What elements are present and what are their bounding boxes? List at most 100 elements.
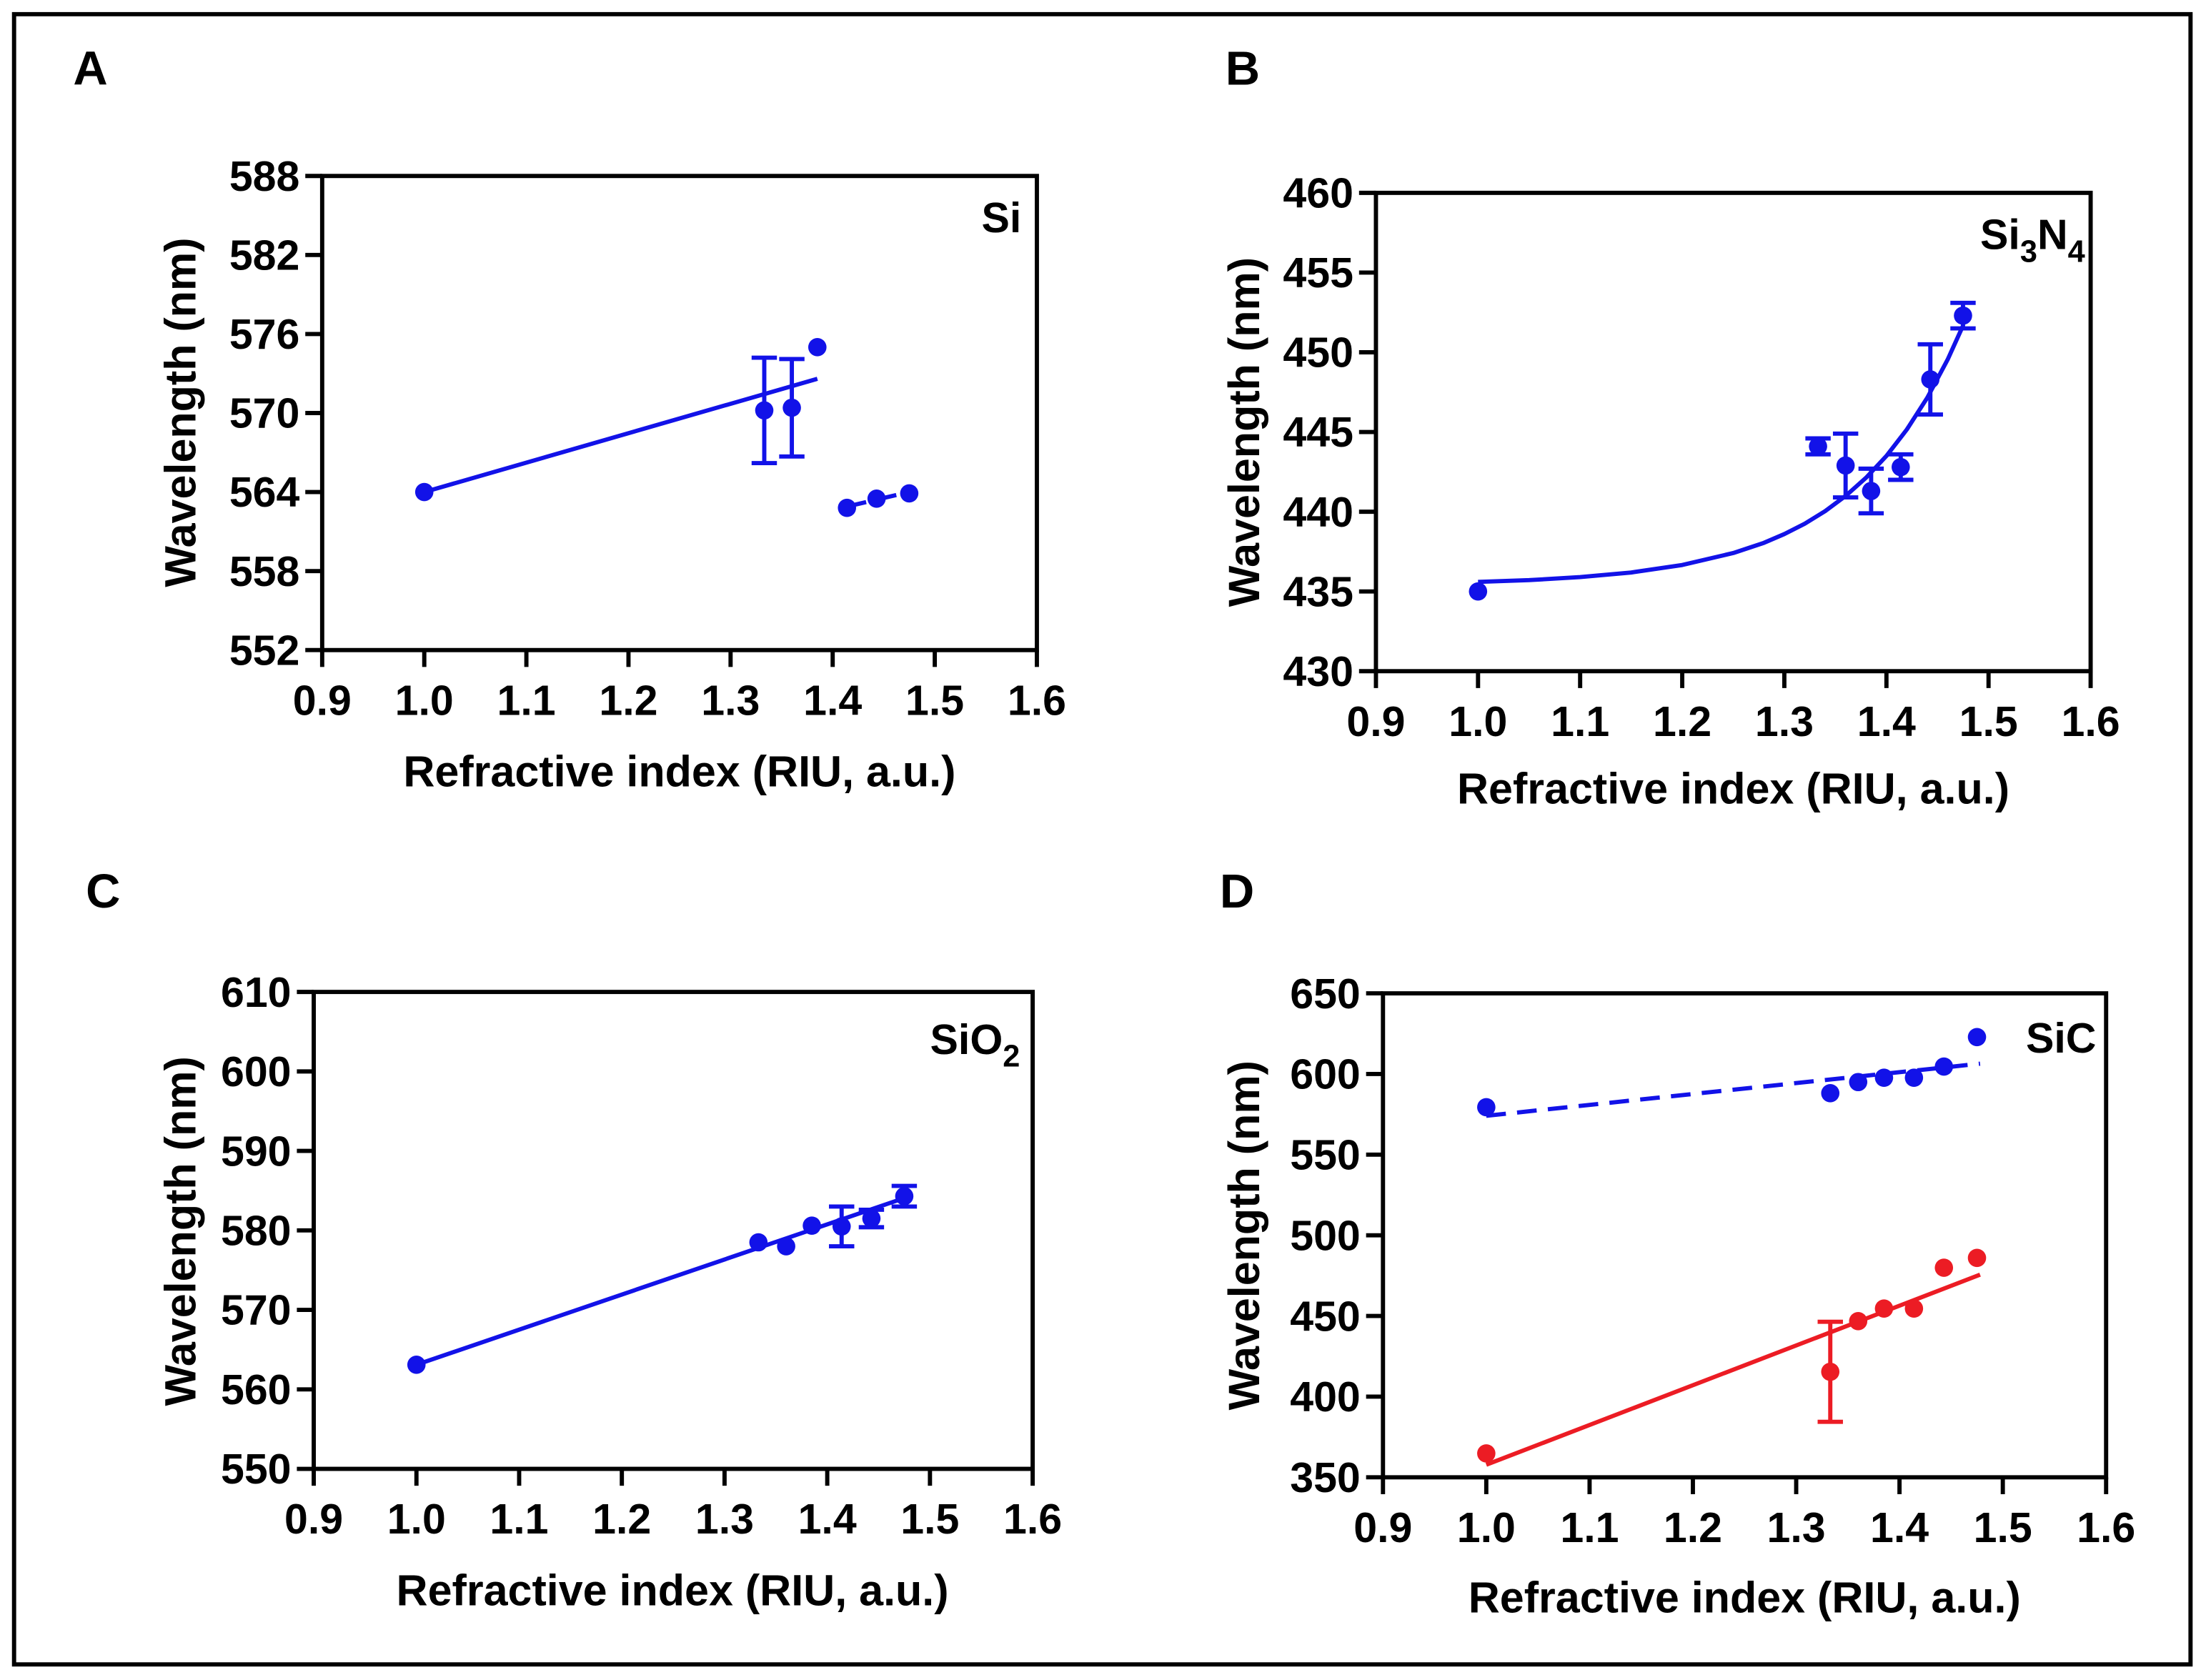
- figure-border: [11, 11, 2193, 1667]
- panel-label: A: [73, 41, 107, 95]
- data-point: [777, 1237, 795, 1256]
- x-tick-label: 1.3: [701, 677, 760, 724]
- panel-label: D: [1220, 865, 1254, 918]
- y-tick-label: 582: [229, 232, 300, 279]
- y-tick-label: 460: [1283, 170, 1353, 217]
- x-axis-label: Refractive index (RIU, a.u.): [403, 747, 955, 796]
- y-tick-label: 500: [1290, 1212, 1361, 1259]
- x-tick-label: 1.6: [1008, 677, 1066, 724]
- x-tick-label: 1.2: [592, 1496, 651, 1543]
- y-tick-label: 558: [229, 548, 300, 595]
- x-tick-label: 1.1: [1560, 1504, 1619, 1551]
- y-axis-label: Wavelength (nm): [156, 1056, 205, 1406]
- chart-title-part: Si: [1980, 212, 2020, 259]
- y-tick-label: 588: [229, 153, 300, 200]
- x-tick-label: 1.0: [1457, 1504, 1516, 1551]
- y-tick-label: 560: [221, 1366, 292, 1413]
- data-point: [1821, 1084, 1840, 1103]
- x-tick-label: 1.2: [1653, 698, 1711, 745]
- chart-title-part: 3: [2020, 234, 2037, 269]
- x-tick-label: 1.5: [900, 1496, 959, 1543]
- data-point: [1904, 1068, 1924, 1087]
- fit-line: [1486, 1061, 1981, 1118]
- fit-line: [1485, 1273, 1981, 1467]
- y-tick-label: 570: [229, 390, 300, 437]
- y-tick-label: 455: [1283, 249, 1353, 297]
- panel-label: B: [1226, 41, 1260, 95]
- x-tick-label: 1.3: [695, 1496, 754, 1543]
- y-tick-label: 576: [229, 311, 300, 358]
- data-point: [895, 1187, 914, 1206]
- chart-title-part: SiC: [2026, 1015, 2096, 1062]
- y-tick-label: 564: [229, 469, 300, 516]
- chart-title-part: Si: [982, 194, 1022, 242]
- y-tick-label: 430: [1283, 648, 1353, 695]
- x-tick-label: 0.9: [284, 1496, 343, 1543]
- data-point: [1849, 1073, 1868, 1092]
- x-tick-label: 1.4: [1857, 698, 1916, 745]
- data-point: [1921, 370, 1940, 389]
- x-tick-label: 0.9: [1346, 698, 1405, 745]
- y-tick-label: 600: [1290, 1051, 1361, 1098]
- data-point: [1477, 1098, 1496, 1117]
- y-tick-label: 400: [1290, 1373, 1361, 1421]
- y-axis-label: Wavelength (nm): [156, 237, 205, 587]
- data-point: [1954, 306, 1972, 325]
- x-tick-label: 1.2: [599, 677, 657, 724]
- data-point: [755, 401, 774, 420]
- data-point: [1934, 1258, 1954, 1277]
- x-tick-label: 1.0: [395, 677, 454, 724]
- data-point: [1836, 456, 1855, 475]
- y-tick-label: 550: [1290, 1132, 1361, 1179]
- chart-title: SiO2: [930, 1016, 1020, 1074]
- chart-panel-b: B 430 435 440 445 450 455 460 0.9 1.0 1.1 1.2 1.3 1.4…: [1220, 41, 2120, 812]
- data-point: [1477, 1444, 1496, 1463]
- data-point: [1874, 1299, 1894, 1318]
- chart-title-part: 4: [2068, 234, 2085, 269]
- plot-frame: [1381, 991, 2109, 1480]
- y-tick-label: 590: [221, 1128, 292, 1175]
- y-tick-label: 600: [221, 1048, 292, 1095]
- x-tick-label: 1.4: [803, 677, 862, 724]
- y-tick-label: 350: [1290, 1454, 1361, 1501]
- data-point: [1967, 1248, 1987, 1268]
- chart-title-part: N: [2037, 212, 2068, 259]
- y-axis-label: Wavelength (nm): [1220, 1060, 1268, 1410]
- x-tick-label: 1.5: [905, 677, 964, 724]
- x-tick-label: 1.6: [2077, 1504, 2135, 1551]
- plot-frame: [312, 990, 1035, 1471]
- plot-frame: [319, 174, 1039, 652]
- data-point: [407, 1356, 426, 1374]
- fit-line: [423, 377, 818, 494]
- x-tick-label: 1.1: [1551, 698, 1609, 745]
- chart-title-part: SiO: [930, 1016, 1003, 1063]
- data-point: [862, 1209, 881, 1228]
- data-point: [1904, 1299, 1924, 1318]
- y-tick-label: 610: [221, 969, 292, 1016]
- y-axis-label: Wavelength (nm): [1220, 257, 1268, 607]
- x-tick-label: 1.5: [1974, 1504, 2032, 1551]
- x-tick-label: 0.9: [1353, 1504, 1412, 1551]
- y-tick-label: 440: [1283, 489, 1353, 536]
- y-tick-label: 550: [221, 1446, 292, 1493]
- y-tick-label: 435: [1283, 568, 1353, 615]
- x-axis-label: Refractive index (RIU, a.u.): [1457, 764, 2009, 812]
- x-tick-label: 1.3: [1767, 1504, 1825, 1551]
- data-point: [1862, 482, 1881, 500]
- data-point: [1821, 1362, 1840, 1381]
- data-point: [1967, 1028, 1987, 1047]
- plot-frame: [1373, 190, 2093, 674]
- x-tick-label: 0.9: [293, 677, 352, 724]
- y-tick-label: 552: [229, 627, 300, 674]
- data-point: [1892, 457, 1910, 477]
- data-point: [414, 482, 434, 502]
- y-tick-label: 450: [1283, 329, 1353, 377]
- fit-line: [1478, 324, 1965, 585]
- y-tick-label: 650: [1290, 970, 1361, 1018]
- data-point: [1849, 1312, 1868, 1331]
- x-tick-label: 1.0: [1449, 698, 1507, 745]
- y-tick-label: 445: [1283, 409, 1353, 456]
- x-tick-label: 1.4: [798, 1496, 857, 1543]
- x-tick-label: 1.0: [387, 1496, 446, 1543]
